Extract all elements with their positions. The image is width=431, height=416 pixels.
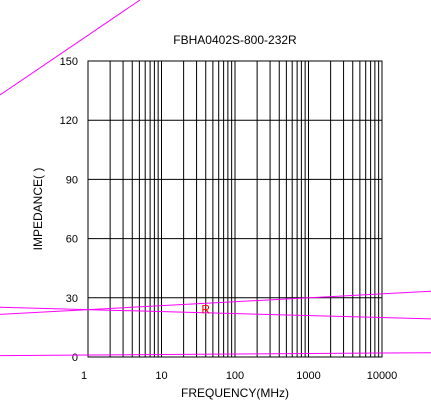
grid: [88, 61, 382, 357]
decorative-diagonal-line: [0, 0, 141, 96]
x-tick-label: 100: [226, 370, 244, 382]
y-tick-label: 30: [66, 293, 78, 305]
series-label: R: [201, 303, 210, 317]
series-line: [0, 306, 431, 320]
x-tick-label: 1: [81, 370, 87, 382]
y-tick-label: 60: [66, 234, 78, 246]
y-axis-title: IMPEDANCE( ): [31, 168, 45, 251]
x-tick-label: 1000: [296, 370, 320, 382]
y-tick-labels: 0 30 60 90 120 150: [60, 56, 78, 364]
plot-frame: [87, 60, 383, 358]
chart-title: FBHA0402S-800-232R: [173, 33, 297, 47]
y-tick-label: 120: [60, 115, 78, 127]
series-line: [0, 352, 431, 357]
x-tick-labels: 1 10 100 1000 10000: [81, 370, 397, 382]
x-tick-label: 10: [155, 370, 167, 382]
y-tick-label: 0: [72, 352, 78, 364]
x-tick-label: 10000: [367, 370, 398, 382]
y-tick-label: 90: [66, 174, 78, 186]
annotations: R: [201, 303, 210, 317]
y-tick-label: 150: [60, 56, 78, 68]
x-axis-title: FREQUENCY(MHz): [181, 386, 289, 400]
series-lines: [0, 290, 431, 357]
series-line: [0, 290, 431, 315]
